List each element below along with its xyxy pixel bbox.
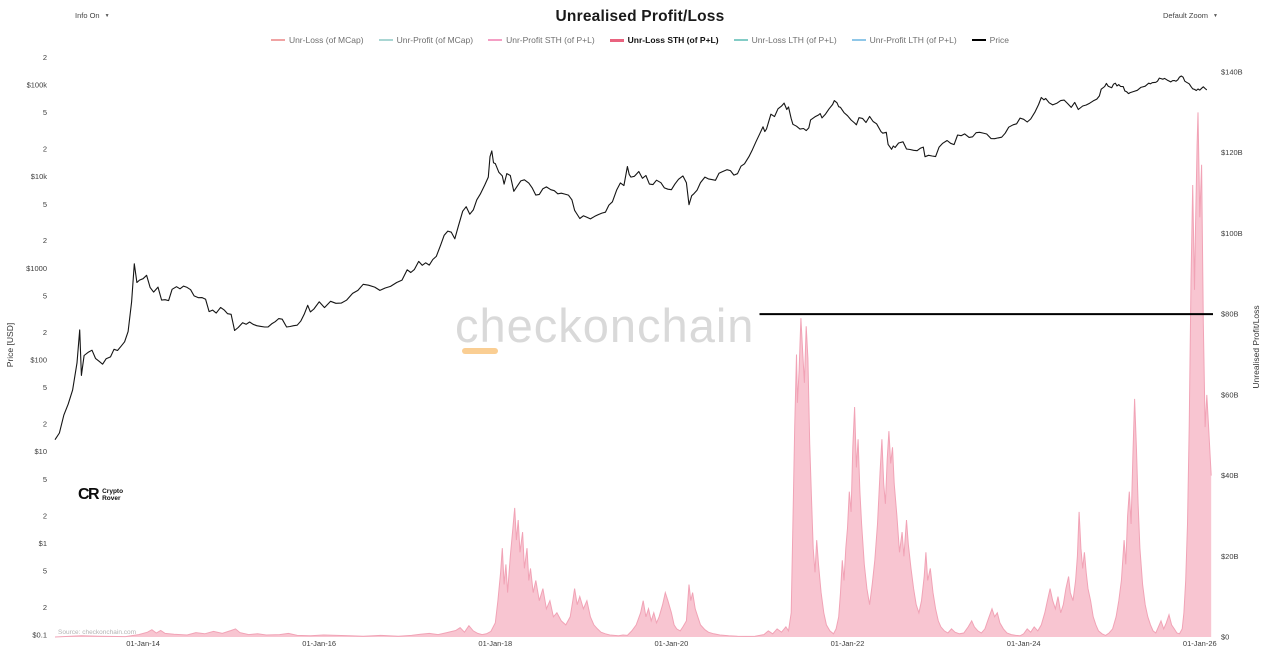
logo-monogram: CR — [78, 486, 100, 503]
legend-item-unr-profit-lth-of-p-l[interactable]: Unr-Profit LTH (of P+L) — [851, 35, 957, 45]
info-toggle-label: Info On — [75, 11, 100, 20]
legend-item-label: Unr-Loss LTH (of P+L) — [751, 35, 837, 45]
left-axis-tick-label: $10k — [31, 172, 48, 181]
logo-text-line1: Crypto — [102, 488, 124, 495]
legend-swatch-icon — [378, 39, 393, 41]
checkonchain-watermark: checkonchain — [455, 298, 755, 354]
zoom-level-dropdown[interactable]: Default Zoom ▼ — [1163, 11, 1218, 20]
crypto-rover-logo: CR Crypto Rover — [78, 486, 123, 504]
x-axis-tick-label: 01-Jan-22 — [831, 639, 865, 648]
left-axis-tick-label: 2 — [43, 420, 47, 429]
legend-item-label: Unr-Loss STH (of P+L) — [627, 35, 719, 45]
left-axis-title: Price [USD] — [5, 323, 15, 367]
left-axis-tick-label: 2 — [43, 145, 47, 154]
legend-item-label: Price — [989, 35, 1010, 45]
legend-item-label: Unr-Loss (of MCap) — [288, 35, 364, 45]
x-axis-tick-label: 01-Jan-20 — [655, 639, 689, 648]
x-axis-tick-label: 01-Jan-18 — [478, 639, 512, 648]
right-axis-tick-label: $60B — [1221, 390, 1239, 399]
watermark-text: checkonchain — [455, 299, 755, 352]
right-axis-tick-label: $100B — [1221, 229, 1243, 238]
watermark-accent-dash — [462, 348, 498, 354]
x-axis-tick-label: 01-Jan-16 — [302, 639, 336, 648]
left-axis-tick-label: 2 — [43, 328, 47, 337]
dropdown-arrow-icon: ▼ — [1213, 12, 1218, 19]
left-axis-tick-label: 5 — [43, 108, 47, 117]
chart-legend: Unr-Loss (of MCap) Unr-Profit (of MCap) Un… — [0, 35, 1280, 45]
x-axis-tick-label: 01-Jan-14 — [126, 639, 160, 648]
legend-item-label: Unr-Profit LTH (of P+L) — [869, 35, 957, 45]
left-axis-tick-label: 5 — [43, 566, 47, 575]
legend-swatch-icon — [851, 39, 866, 41]
source-note: Source: checkonchain.com — [58, 629, 137, 636]
price-line — [54, 75, 1208, 441]
left-axis-tick-label: $100 — [30, 356, 47, 365]
left-axis-tick-label: $0.1 — [32, 631, 47, 640]
right-axis-tick-label: $120B — [1221, 148, 1243, 157]
left-axis-tick-label: $100k — [27, 81, 48, 90]
right-axis-tick-label: $140B — [1221, 68, 1243, 77]
right-axis-tick-label: $80B — [1221, 310, 1239, 319]
left-axis-tick-label: 5 — [43, 383, 47, 392]
legend-swatch-icon — [488, 39, 503, 41]
zoom-level-label: Default Zoom — [1163, 11, 1209, 20]
left-axis-tick-label: 2 — [43, 603, 47, 612]
legend-swatch-icon — [971, 39, 986, 41]
legend-swatch-icon — [733, 39, 748, 41]
left-axis-tick-label: $1 — [39, 539, 47, 548]
legend-item-unr-profit-sth-of-p-l[interactable]: Unr-Profit STH (of P+L) — [488, 35, 595, 45]
legend-item-label: Unr-Profit (of MCap) — [396, 35, 474, 45]
legend-swatch-icon — [609, 38, 624, 42]
left-axis-tick-label: 2 — [43, 53, 47, 62]
left-axis-tick-label: $1000 — [26, 264, 47, 273]
unr-loss-sth-area — [55, 112, 1212, 637]
left-axis-tick-label: $10 — [34, 447, 47, 456]
legend-swatch-icon — [270, 39, 285, 41]
chart-title: Unrealised Profit/Loss — [555, 8, 725, 25]
x-axis-tick-label: 01-Jan-24 — [1007, 639, 1041, 648]
left-axis-tick-label: 5 — [43, 475, 47, 484]
left-axis-tick-label: 5 — [43, 200, 47, 209]
legend-item-price[interactable]: Price — [971, 35, 1010, 45]
left-axis-tick-label: 2 — [43, 511, 47, 520]
right-axis-tick-label: $40B — [1221, 471, 1239, 480]
unr-loss-sth-outline — [54, 112, 1212, 638]
legend-item-unr-loss-lth-of-p-l[interactable]: Unr-Loss LTH (of P+L) — [733, 35, 837, 45]
logo-text-line2: Rover — [102, 495, 121, 502]
legend-item-unr-loss-of-mcap[interactable]: Unr-Loss (of MCap) — [270, 35, 364, 45]
legend-item-unr-loss-sth-of-p-l[interactable]: Unr-Loss STH (of P+L) — [609, 35, 719, 45]
info-toggle-dropdown[interactable]: Info On ▼ — [75, 11, 110, 20]
legend-item-unr-profit-of-mcap[interactable]: Unr-Profit (of MCap) — [378, 35, 474, 45]
left-axis-tick-label: 2 — [43, 236, 47, 245]
legend-item-label: Unr-Profit STH (of P+L) — [506, 35, 595, 45]
x-axis-tick-label: 01-Jan-26 — [1183, 639, 1217, 648]
right-axis-tick-label: $0 — [1221, 633, 1229, 642]
right-axis-title: Unrealised Profit/Loss — [1251, 305, 1261, 388]
right-axis-tick-label: $20B — [1221, 552, 1239, 561]
dropdown-arrow-icon: ▼ — [104, 12, 110, 19]
left-axis-tick-label: 5 — [43, 291, 47, 300]
